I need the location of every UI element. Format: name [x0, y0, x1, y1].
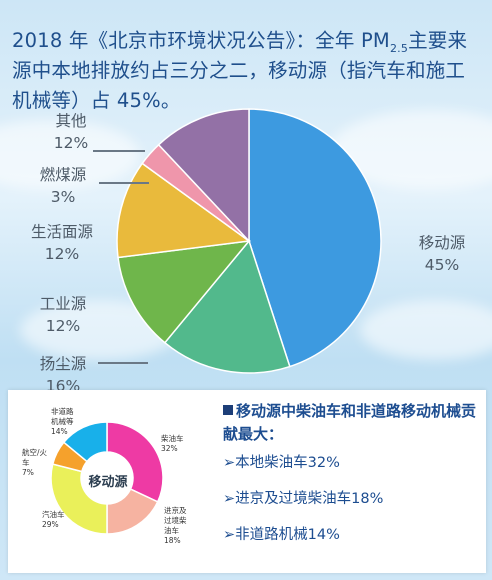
headline: 2018 年《北京市环境状况公告》：全年 PM2.5主要来源中本地排放约占三分之…	[12, 29, 468, 112]
leader-line	[93, 150, 145, 152]
pie-slice-mobile	[248, 108, 382, 368]
notes-title: 移动源中柴油车和非道路移动机械贡献最大：	[223, 402, 477, 443]
pie-slice-industry	[117, 240, 251, 344]
cloud-decoration	[360, 300, 492, 360]
note-item: ➢非道路机械14%	[223, 527, 340, 543]
donut-label-aviation-rail: 航空/火车 7%	[22, 448, 48, 477]
cloud-decoration	[0, 120, 140, 190]
donut-label-gasoline: 汽油车 29%	[42, 510, 65, 529]
donut-center-label: 移动源	[88, 475, 128, 490]
square-bullet-icon	[223, 405, 233, 415]
note-item: ➢本地柴油车32%	[223, 455, 340, 471]
pie-slice-dust	[163, 239, 291, 374]
leader-line	[98, 362, 148, 364]
pie-label-mobile: 移动源 45%	[418, 234, 466, 274]
donut-slice-non-road	[62, 421, 108, 463]
donut-slice-diesel	[106, 421, 164, 503]
pie-slice-other	[157, 108, 250, 243]
pie-slice-household	[116, 162, 251, 259]
leader-line	[99, 182, 149, 184]
mobile-source-panel: 移动源 柴油车 32% 进京及 过境柴 油车 18% 汽油车 29% 航空/火车 7% 非道…	[8, 390, 486, 573]
donut-label-transit-diesel: 进京及 过境柴 油车 18%	[164, 506, 187, 545]
pie-label-coal: 燃煤源 3%	[39, 166, 87, 206]
donut-slice-gasoline	[50, 463, 108, 535]
mobile-source-donut-chart	[50, 421, 164, 535]
pie-label-household: 生活面源 12%	[30, 223, 93, 263]
donut-label-diesel: 柴油车 32%	[161, 434, 184, 453]
mobile-source-notes: 移动源中柴油车和非道路移动机械贡献最大： ➢本地柴油车32% ➢进京及过境柴油车…	[223, 400, 483, 562]
pie-label-industry: 工业源 12%	[39, 295, 87, 335]
note-item: ➢进京及过境柴油车18%	[223, 491, 384, 507]
source-pie-chart	[116, 108, 382, 374]
pie-label-other: 其他 12%	[53, 112, 89, 152]
donut-label-non-road: 非道路 机械等 14%	[51, 407, 74, 436]
